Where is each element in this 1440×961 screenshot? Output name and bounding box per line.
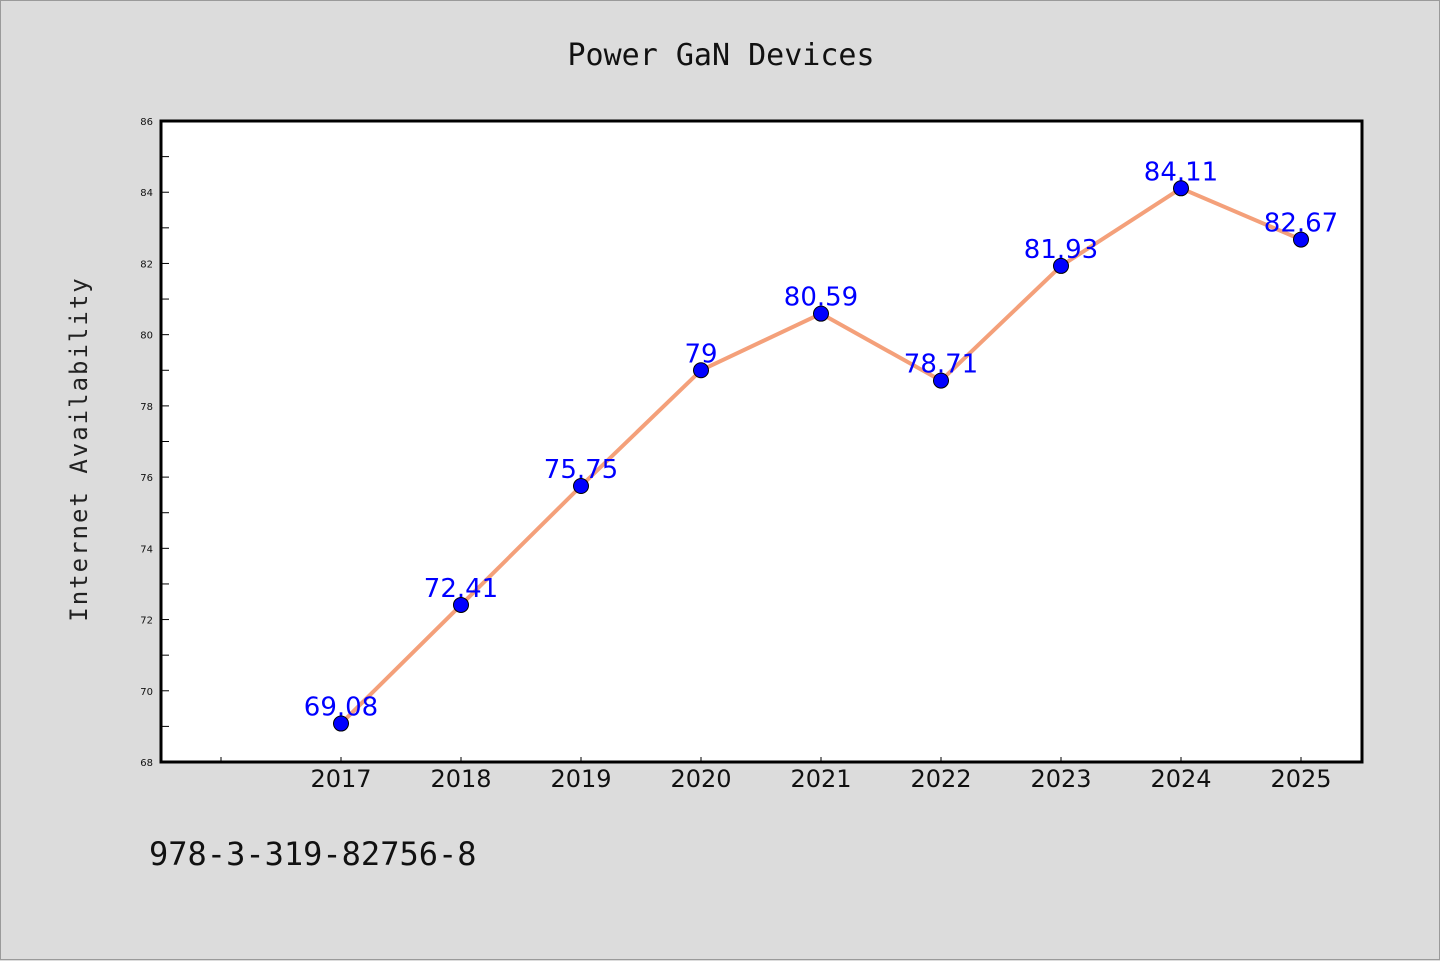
data-label-2021: 80.59 <box>784 283 858 313</box>
x-tick-label: 2025 <box>1270 765 1331 793</box>
y-tick-label: 80 <box>140 331 153 342</box>
x-tick-label: 2018 <box>430 765 491 793</box>
data-label-2023: 81.93 <box>1024 235 1098 265</box>
data-point-2019 <box>573 478 589 495</box>
chart-title: Power GaN Devices <box>567 38 874 73</box>
data-label-2022: 78.71 <box>904 350 978 380</box>
x-tick-label: 2019 <box>550 765 611 793</box>
data-label-2024: 84.11 <box>1144 157 1218 187</box>
x-tick-label: 2021 <box>790 765 851 793</box>
data-label-2025: 82.67 <box>1264 209 1338 239</box>
x-axis-ticks: 2017 2018 2019 2020 2021 2022 2023 2024 2025 <box>220 757 1332 793</box>
plot-area <box>159 119 1364 764</box>
y-tick-label: 86 <box>140 117 153 128</box>
y-tick-label: 68 <box>140 758 153 769</box>
data-label-2017: 69.08 <box>304 693 378 723</box>
data-label-2018: 72.41 <box>424 574 498 604</box>
data-point-2025 <box>1293 231 1309 248</box>
data-point-2017 <box>333 715 349 732</box>
data-labels-group: 69.08 72.41 75.75 79 80.59 78.71 81.93 84.11 82.… <box>304 157 1338 722</box>
x-tick-label: 2023 <box>1030 765 1091 793</box>
data-point-2023 <box>1053 257 1069 274</box>
x-tick-label: 2022 <box>910 765 971 793</box>
y-tick-label: 78 <box>140 402 153 413</box>
x-tick-label: 2017 <box>310 765 371 793</box>
x-tick-label: 2024 <box>1150 765 1211 793</box>
data-point-2022 <box>933 372 949 389</box>
y-tick-label: 82 <box>140 259 153 270</box>
x-tick-label: 2020 <box>670 765 731 793</box>
y-axis-label: Internet Availability <box>65 276 93 621</box>
y-tick-label: 84 <box>140 188 153 199</box>
data-point-2020 <box>693 362 709 379</box>
data-point-2021 <box>813 305 829 322</box>
y-axis-ticks: 68 70 72 74 76 78 80 82 84 86 <box>140 117 169 769</box>
y-tick-label: 72 <box>140 616 153 627</box>
data-points-group <box>333 180 1309 732</box>
data-label-2020: 79 <box>684 339 717 369</box>
y-tick-label: 70 <box>140 687 153 698</box>
y-tick-label: 76 <box>140 473 153 484</box>
data-point-2024 <box>1173 180 1189 197</box>
data-point-2018 <box>453 596 469 613</box>
isbn-text: 978-3-319-82756-8 <box>149 835 477 873</box>
y-tick-label: 74 <box>140 544 153 555</box>
data-label-2019: 75.75 <box>544 455 618 485</box>
